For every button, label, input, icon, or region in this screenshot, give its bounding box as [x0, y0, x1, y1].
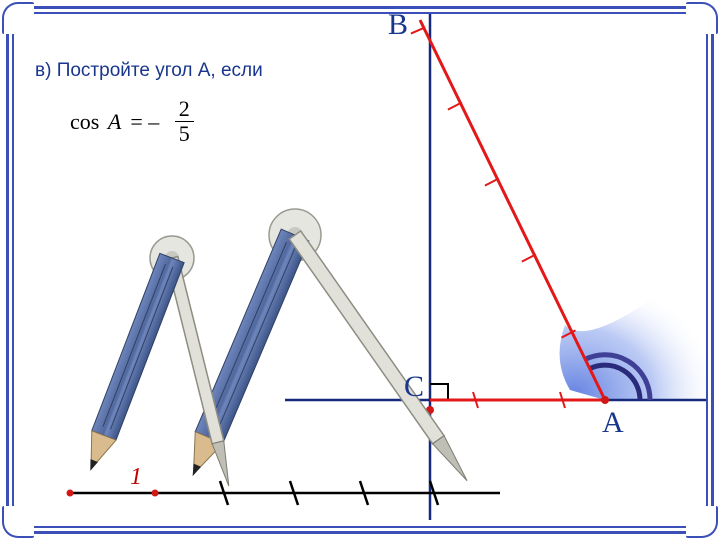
- geometry-svg: [0, 0, 720, 540]
- label-a: A: [602, 406, 624, 440]
- label-unit: 1: [130, 464, 142, 491]
- slide-root: в) Постройте угол А, если cos A = – 2 5: [0, 0, 720, 540]
- segment-ab: [420, 20, 605, 400]
- label-c: C: [404, 370, 424, 404]
- point-a: [601, 396, 609, 404]
- ruler-unit-point: [152, 490, 159, 497]
- ruler-origin-point: [67, 490, 74, 497]
- right-angle-marker: [430, 384, 448, 400]
- label-b: B: [388, 8, 408, 42]
